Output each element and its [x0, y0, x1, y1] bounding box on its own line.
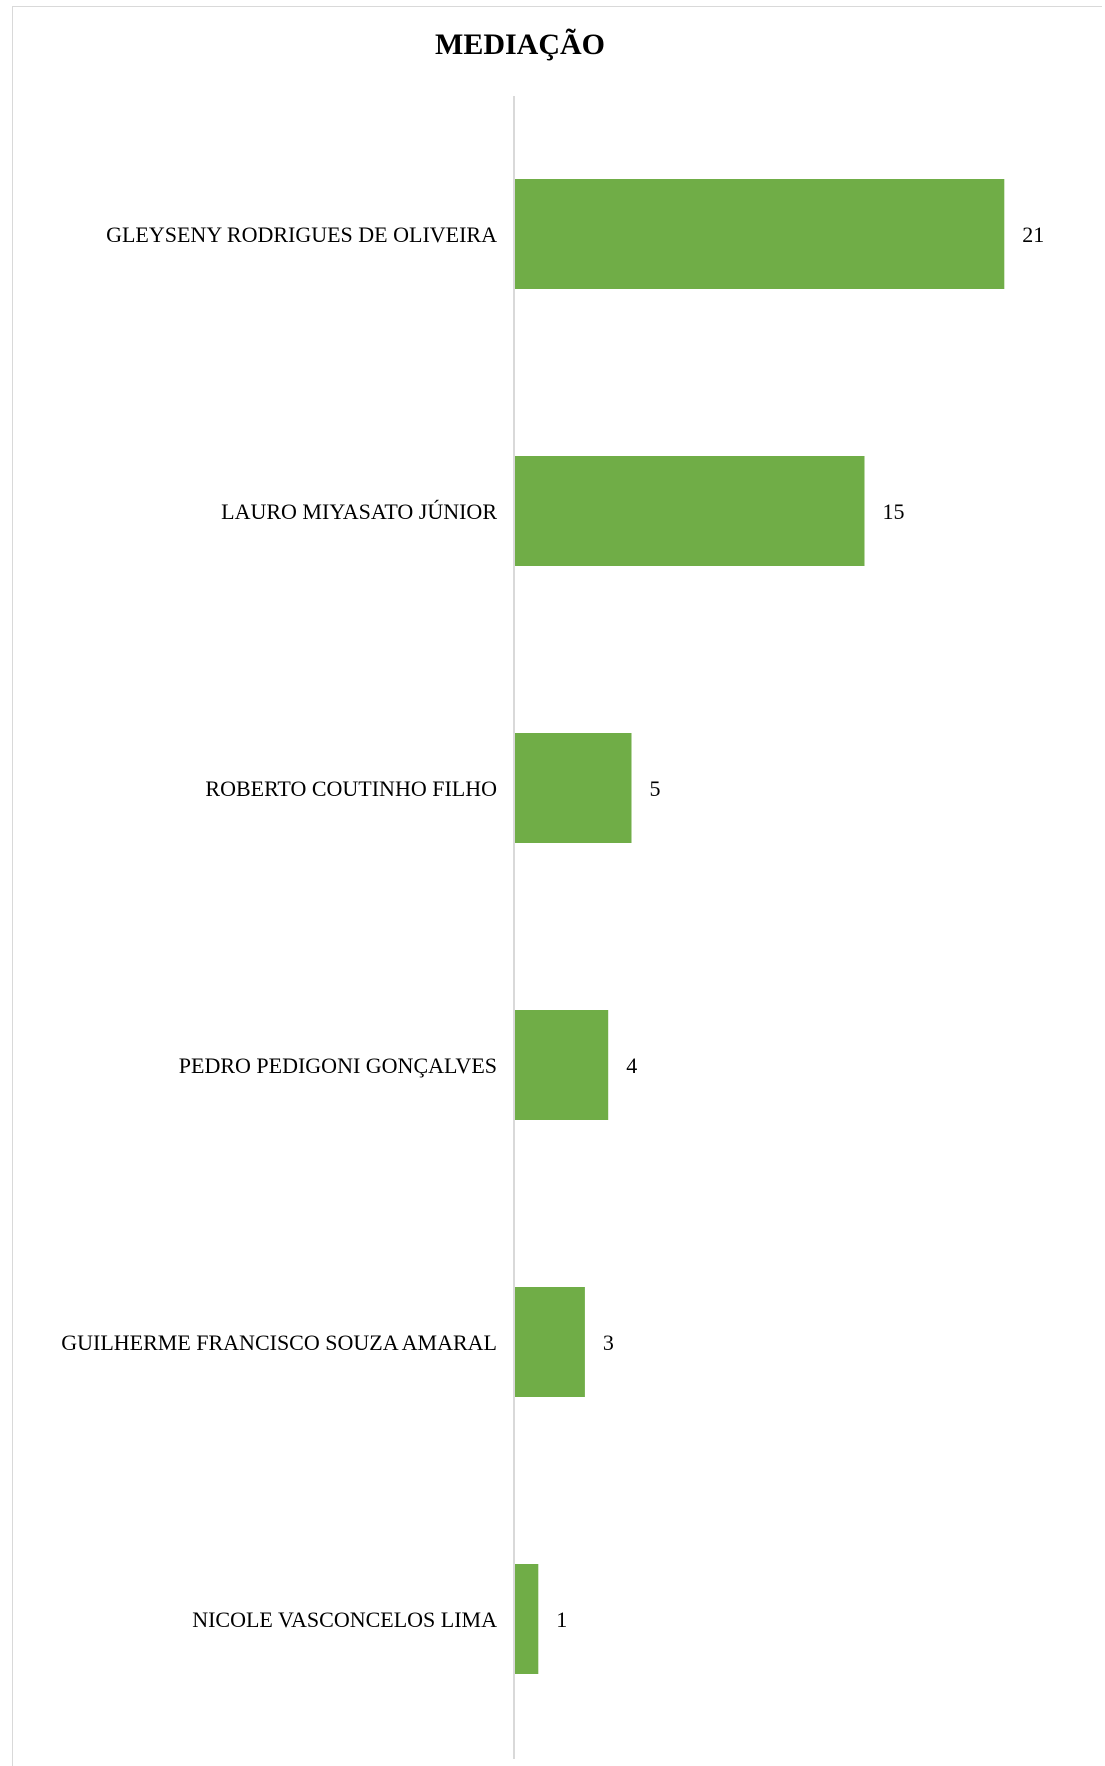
category-label: GUILHERME FRANCISCO SOUZA AMARAL — [61, 1330, 497, 1355]
category-label: PEDRO PEDIGONI GONÇALVES — [179, 1053, 497, 1078]
chart-frame — [12, 6, 1102, 1766]
bar — [515, 179, 1005, 289]
bar — [515, 1564, 539, 1674]
data-label: 21 — [1022, 222, 1044, 247]
category-label: ROBERTO COUTINHO FILHO — [205, 776, 497, 801]
data-label: 15 — [883, 499, 905, 524]
data-label: 5 — [650, 776, 661, 801]
chart-title: MEDIAÇÃO — [435, 28, 605, 61]
bars-group: GLEYSENY RODRIGUES DE OLIVEIRA 21 LAURO MI… — [61, 179, 1044, 1674]
bar — [515, 733, 632, 843]
bar — [515, 456, 865, 566]
data-label: 1 — [556, 1607, 567, 1632]
category-label: GLEYSENY RODRIGUES DE OLIVEIRA — [106, 222, 497, 247]
bar — [515, 1010, 609, 1120]
data-label: 4 — [626, 1053, 637, 1078]
category-label: NICOLE VASCONCELOS LIMA — [192, 1607, 497, 1632]
data-label: 3 — [603, 1330, 614, 1355]
bar — [515, 1287, 585, 1397]
category-label: LAURO MIYASATO JÚNIOR — [221, 499, 497, 524]
